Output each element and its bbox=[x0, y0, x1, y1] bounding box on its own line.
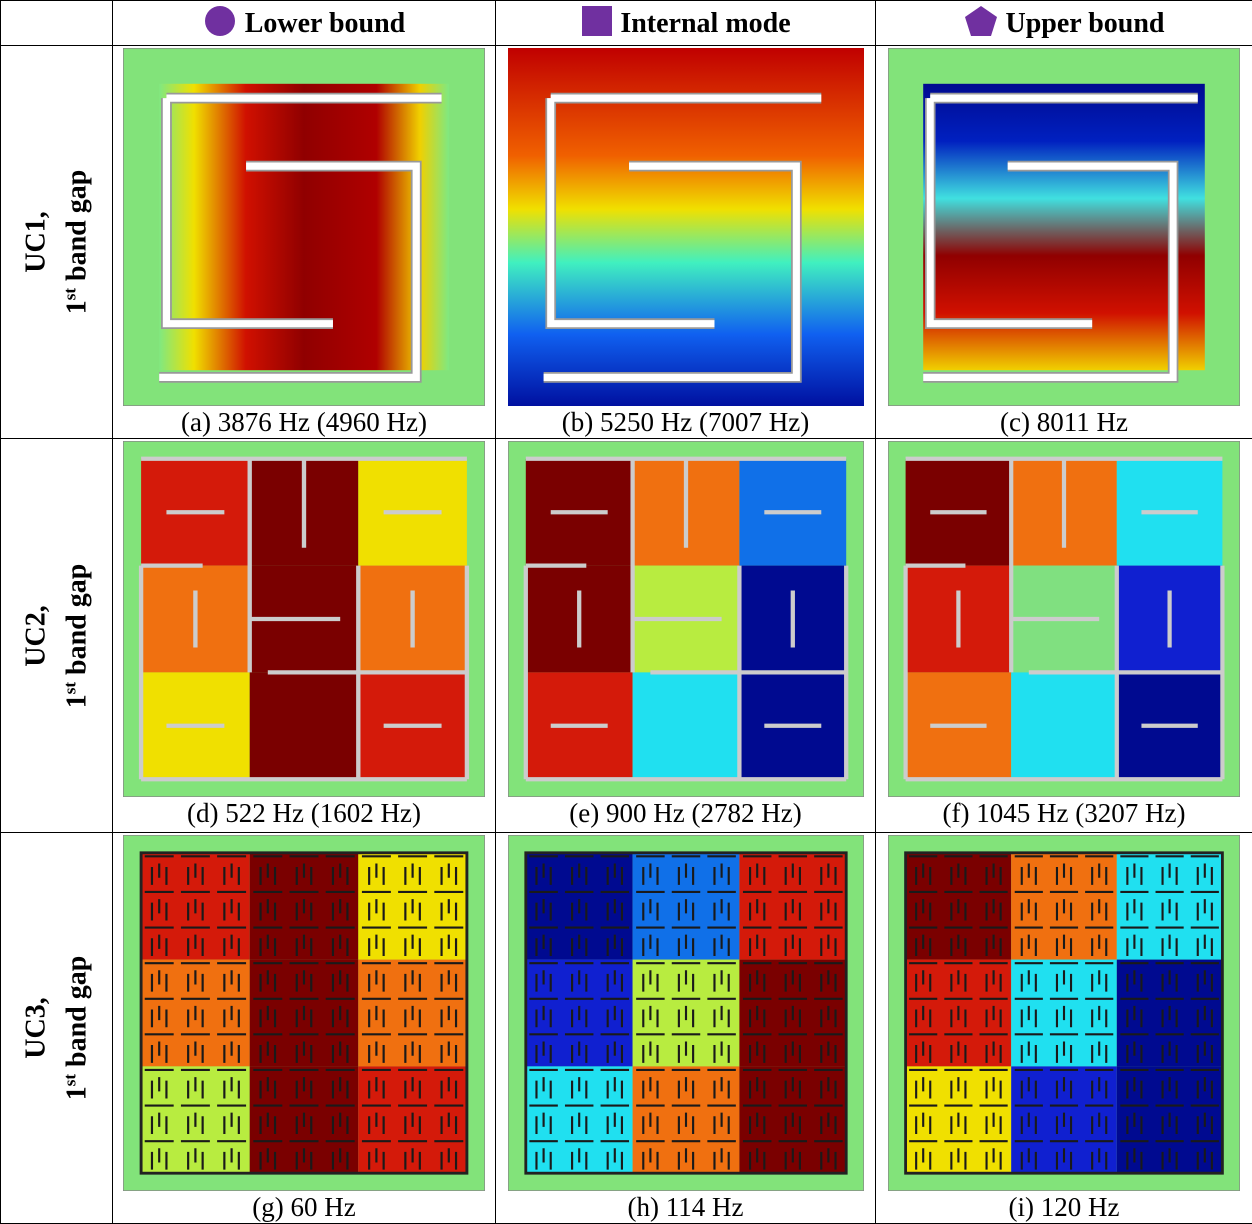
page: Lower bound Internal mode Upper bound UC… bbox=[0, 0, 1252, 1224]
row-name: UC1, bbox=[20, 211, 51, 272]
mode-shape-image bbox=[508, 441, 864, 797]
header-cell: Upper bound bbox=[876, 1, 1252, 46]
mode-shape-image bbox=[888, 441, 1240, 797]
caption: (d) 522 Hz (1602 Hz) bbox=[113, 797, 495, 829]
ordinal: 1 bbox=[61, 1086, 92, 1100]
row-rest: band gap bbox=[61, 563, 92, 674]
figure-cell: (h) 114 Hz bbox=[496, 833, 876, 1224]
figure-cell: (g) 60 Hz bbox=[113, 833, 496, 1224]
caption: (b) 5250 Hz (7007 Hz) bbox=[496, 406, 875, 438]
circle-icon bbox=[203, 6, 239, 36]
ordinal: 1 bbox=[61, 300, 92, 314]
mode-shape-image bbox=[123, 441, 485, 797]
row-rest: band gap bbox=[61, 170, 92, 281]
figure-cell: (c) 8011 Hz bbox=[876, 46, 1252, 439]
mode-shape-image bbox=[123, 48, 485, 406]
block bbox=[1011, 672, 1117, 779]
row-label-cell: UC2, 1st band gap bbox=[1, 439, 113, 833]
ordinal-suffix: st bbox=[60, 288, 79, 300]
table-row: UC2, 1st band gap (d) 522 Hz (1602 Hz)(e) 9… bbox=[1, 439, 1252, 833]
ordinal-suffix: st bbox=[60, 1074, 79, 1086]
table-row: UC3, 1st band gap (g) 60 Hz(h) 114 Hz(i) 12… bbox=[1, 833, 1252, 1224]
caption: (c) 8011 Hz bbox=[876, 406, 1252, 438]
header-cell: Lower bound bbox=[113, 1, 496, 46]
caption: (h) 114 Hz bbox=[496, 1191, 875, 1223]
figure-cell: (a) 3876 Hz (4960 Hz) bbox=[113, 46, 496, 439]
mode-shape-image bbox=[123, 835, 485, 1191]
mode-shape-image bbox=[888, 48, 1240, 406]
row-label: UC3, 1st band gap bbox=[19, 956, 94, 1101]
row-label: UC1, 1st band gap bbox=[19, 170, 94, 315]
figure-cell: (f) 1045 Hz (3207 Hz) bbox=[876, 439, 1252, 833]
header-text: Upper bound bbox=[1005, 8, 1164, 39]
caption: (i) 120 Hz bbox=[876, 1191, 1252, 1223]
mode-shape-image bbox=[508, 48, 864, 406]
row-rest: band gap bbox=[61, 956, 92, 1067]
row-label-cell: UC3, 1st band gap bbox=[1, 833, 113, 1224]
caption: (g) 60 Hz bbox=[113, 1191, 495, 1223]
block bbox=[250, 672, 359, 779]
mode-shape-image bbox=[888, 835, 1240, 1191]
square-icon bbox=[580, 6, 614, 36]
figure-cell: (b) 5250 Hz (7007 Hz) bbox=[496, 46, 876, 439]
header-text: Lower bound bbox=[245, 8, 406, 39]
corner-cell bbox=[1, 1, 113, 46]
figure-cell: (d) 522 Hz (1602 Hz) bbox=[113, 439, 496, 833]
header-row: Lower bound Internal mode Upper bound bbox=[1, 1, 1252, 46]
caption: (a) 3876 Hz (4960 Hz) bbox=[113, 406, 495, 438]
pentagon-icon bbox=[963, 6, 999, 36]
row-label-cell: UC1, 1st band gap bbox=[1, 46, 113, 439]
figure-cell: (i) 120 Hz bbox=[876, 833, 1252, 1224]
mode-shape-image bbox=[508, 835, 864, 1191]
block bbox=[632, 672, 739, 779]
header-cell: Internal mode bbox=[496, 1, 876, 46]
row-name: UC3, bbox=[20, 997, 51, 1058]
row-label: UC2, 1st band gap bbox=[19, 563, 94, 708]
header-text: Internal mode bbox=[620, 8, 790, 39]
table-row: UC1, 1st band gap (a) 3876 Hz (4960 Hz)(b) … bbox=[1, 46, 1252, 439]
caption: (e) 900 Hz (2782 Hz) bbox=[496, 797, 875, 829]
caption: (f) 1045 Hz (3207 Hz) bbox=[876, 797, 1252, 829]
row-name: UC2, bbox=[20, 605, 51, 666]
ordinal: 1 bbox=[61, 694, 92, 708]
figure-table: Lower bound Internal mode Upper bound UC… bbox=[0, 0, 1252, 1224]
ordinal-suffix: st bbox=[60, 682, 79, 694]
figure-cell: (e) 900 Hz (2782 Hz) bbox=[496, 439, 876, 833]
